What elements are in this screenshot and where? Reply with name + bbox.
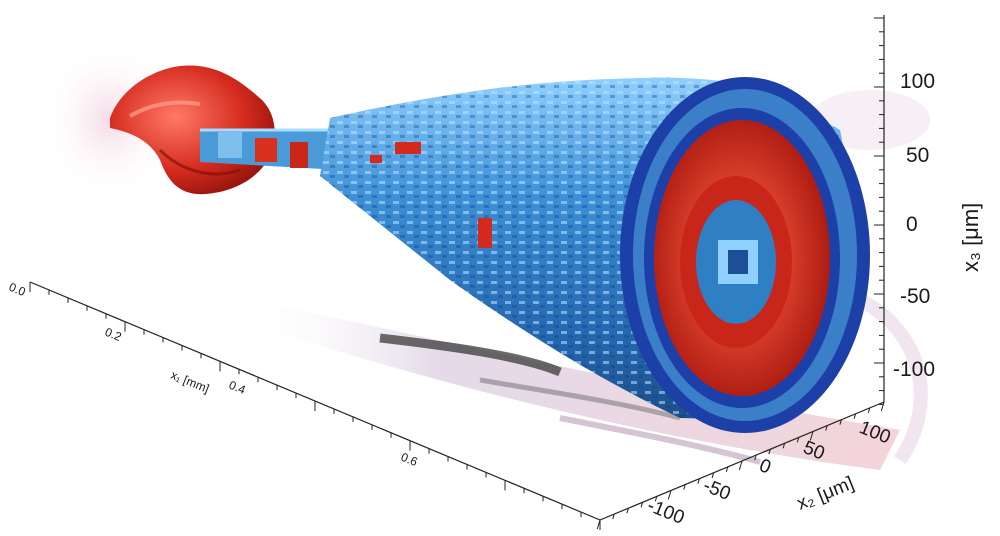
x2-tick-mark [725, 466, 729, 473]
neck-section [200, 128, 340, 170]
x2-tick-mark [867, 407, 871, 414]
x2-tick-mark [880, 401, 885, 412]
x3-tick-label: -100 [893, 358, 935, 381]
x2-tick-mark [626, 508, 629, 514]
x2-tick-mark [711, 472, 715, 478]
x1-tick-label: 0.6 [399, 450, 420, 469]
x2-tick-mark [683, 484, 686, 490]
x2-tick-mark [612, 513, 615, 520]
x3-tick-label: 0 [906, 213, 918, 236]
x2-tick-mark [839, 419, 842, 425]
x2-tick-mark [738, 460, 743, 471]
x3-tick-label: -50 [900, 285, 930, 308]
x2-tick-mark [782, 443, 786, 449]
x2-tick-mark [768, 449, 771, 455]
x2-tick-mark [596, 519, 601, 530]
x2-tick-mark [667, 490, 672, 500]
rear-face [620, 77, 870, 433]
x2-tick-label: -100 [644, 495, 687, 529]
x3-axis: 100 50 0 -50 -100 x₃ [μm] [874, 15, 983, 405]
x2-tick-mark [697, 478, 700, 484]
x2-tick-mark [796, 437, 800, 443]
x1-tick-label: 0.2 [103, 325, 124, 344]
x2-axis-title: x₂ [μm] [794, 473, 857, 515]
x1-tick-label: 0.0 [7, 280, 28, 299]
x2-tick-mark [853, 413, 857, 419]
x3-tick-label: 50 [906, 144, 929, 167]
x2-tick-mark [825, 425, 828, 431]
x1-tick-label: 0.4 [227, 378, 248, 397]
x3-tick-label: 100 [900, 70, 935, 93]
x1-axis: 0.0 0.2 0.4 0.6 x₁ [mm] [7, 280, 601, 530]
x2-tick-mark [654, 496, 658, 502]
x2-tick-mark [809, 431, 814, 441]
x2-tick-label: -50 [700, 475, 733, 505]
x2-tick-mark [754, 454, 757, 461]
x1-axis-title: x₁ [mm] [169, 368, 211, 396]
x3-axis-title: x₃ [μm] [958, 203, 983, 272]
x2-tick-mark [640, 502, 644, 508]
